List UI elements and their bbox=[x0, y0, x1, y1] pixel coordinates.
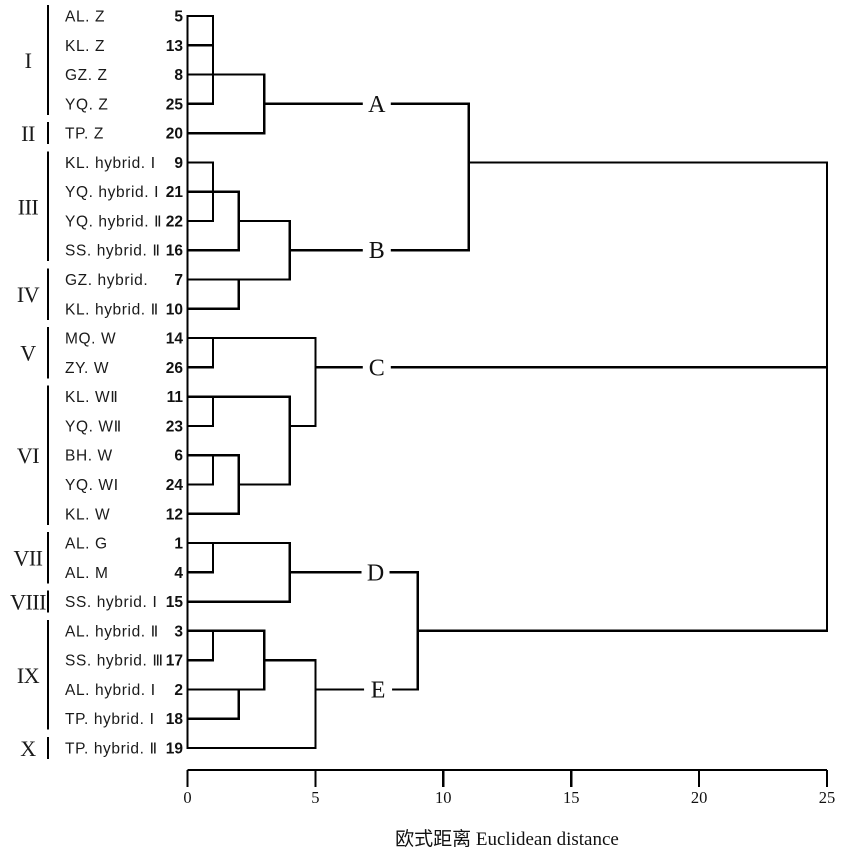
leaf-number: 1 bbox=[174, 536, 183, 553]
cluster-letter-bg bbox=[361, 559, 390, 586]
leaf-number: 25 bbox=[166, 96, 184, 113]
x-axis-tick-label: 5 bbox=[311, 788, 319, 807]
leaf-label: GZ. hybrid. bbox=[65, 272, 148, 289]
cluster-letter-bg bbox=[364, 676, 393, 703]
leaf-label: YQ. WⅡ bbox=[65, 418, 122, 435]
leaf-label: BH. W bbox=[65, 448, 113, 465]
leaf-number: 23 bbox=[166, 418, 184, 435]
leaf-number: 19 bbox=[166, 741, 184, 758]
leaf-number: 15 bbox=[166, 594, 184, 611]
group-numeral: III bbox=[18, 194, 39, 219]
leaf-number: 22 bbox=[166, 213, 183, 230]
group-numeral: IX bbox=[17, 663, 40, 688]
leaf-label: KL. W bbox=[65, 506, 110, 523]
cluster-letter-bg bbox=[362, 237, 391, 264]
leaf-label: YQ. Z bbox=[65, 96, 108, 113]
leaf-number: 2 bbox=[174, 682, 183, 699]
leaf-label: GZ. Z bbox=[65, 67, 108, 84]
x-axis-tick-label: 20 bbox=[691, 788, 708, 807]
group-numeral: X bbox=[20, 736, 36, 761]
group-numeral: IV bbox=[17, 282, 40, 307]
leaf-number: 26 bbox=[166, 360, 184, 377]
leaf-label: AL. M bbox=[65, 565, 108, 582]
leaf-number: 18 bbox=[166, 711, 184, 728]
leaf-number: 12 bbox=[166, 506, 183, 523]
leaf-number: 5 bbox=[174, 9, 183, 26]
leaf-label: SS. hybrid. Ⅱ bbox=[65, 243, 161, 260]
leaf-label: SS. hybrid. Ⅰ bbox=[65, 594, 158, 611]
cluster-letter-bg bbox=[362, 354, 391, 381]
leaf-number: 9 bbox=[174, 155, 183, 172]
leaf-label: KL. Z bbox=[65, 38, 105, 55]
leaf-label: KL. hybrid. Ⅰ bbox=[65, 155, 156, 172]
leaf-label: AL. Z bbox=[65, 9, 105, 26]
x-axis-tick-label: 10 bbox=[435, 788, 452, 807]
leaf-number: 17 bbox=[166, 653, 183, 670]
leaf-label: TP. hybrid. Ⅱ bbox=[65, 741, 158, 758]
leaf-label: TP. Z bbox=[65, 126, 104, 143]
leaf-label: YQ. hybrid. Ⅰ bbox=[65, 184, 159, 201]
group-numeral: VI bbox=[17, 443, 39, 468]
group-numeral: VII bbox=[13, 546, 42, 571]
x-axis-tick-label: 15 bbox=[563, 788, 580, 807]
leaf-label: AL. G bbox=[65, 536, 108, 553]
leaf-number: 13 bbox=[166, 38, 184, 55]
cluster-letter-label: D bbox=[367, 560, 384, 586]
group-numeral: I bbox=[25, 48, 32, 73]
leaf-number: 16 bbox=[166, 243, 184, 260]
group-numeral: V bbox=[20, 341, 36, 366]
x-axis-tick-label: 25 bbox=[819, 788, 836, 807]
leaf-number: 24 bbox=[166, 477, 184, 494]
leaf-label: MQ. W bbox=[65, 331, 116, 348]
leaf-label: ZY. W bbox=[65, 360, 109, 377]
leaf-number: 10 bbox=[166, 301, 183, 318]
leaf-number: 4 bbox=[174, 565, 183, 582]
leaf-label: AL. hybrid. Ⅰ bbox=[65, 682, 156, 699]
group-numeral: II bbox=[21, 121, 35, 146]
cluster-letter-bg bbox=[362, 90, 391, 117]
leaf-number: 11 bbox=[167, 389, 184, 406]
leaf-number: 20 bbox=[166, 126, 183, 143]
leaf-label: TP. hybrid. Ⅰ bbox=[65, 711, 155, 728]
cluster-letter-label: B bbox=[369, 238, 385, 264]
leaf-label: YQ. WⅠ bbox=[65, 477, 119, 494]
leaf-number: 14 bbox=[166, 331, 184, 348]
leaf-label: KL. WⅡ bbox=[65, 389, 118, 406]
leaf-label: SS. hybrid. Ⅲ bbox=[65, 653, 164, 670]
leaf-number: 3 bbox=[174, 623, 183, 640]
cluster-letter-label: A bbox=[368, 92, 386, 118]
group-numeral: VIII bbox=[10, 590, 46, 615]
x-axis-tick-label: 0 bbox=[183, 788, 191, 807]
leaf-number: 6 bbox=[174, 448, 183, 465]
leaf-number: 8 bbox=[174, 67, 183, 84]
cluster-letter-label: C bbox=[369, 355, 385, 381]
leaf-number: 7 bbox=[174, 272, 183, 289]
leaf-number: 21 bbox=[166, 184, 184, 201]
leaf-label: KL. hybrid. Ⅱ bbox=[65, 301, 159, 318]
x-axis-title: 欧式距离 Euclidean distance bbox=[395, 829, 619, 850]
cluster-letter-label: E bbox=[371, 677, 386, 703]
leaf-label: AL. hybrid. Ⅱ bbox=[65, 623, 159, 640]
leaf-label: YQ. hybrid. Ⅱ bbox=[65, 213, 162, 230]
